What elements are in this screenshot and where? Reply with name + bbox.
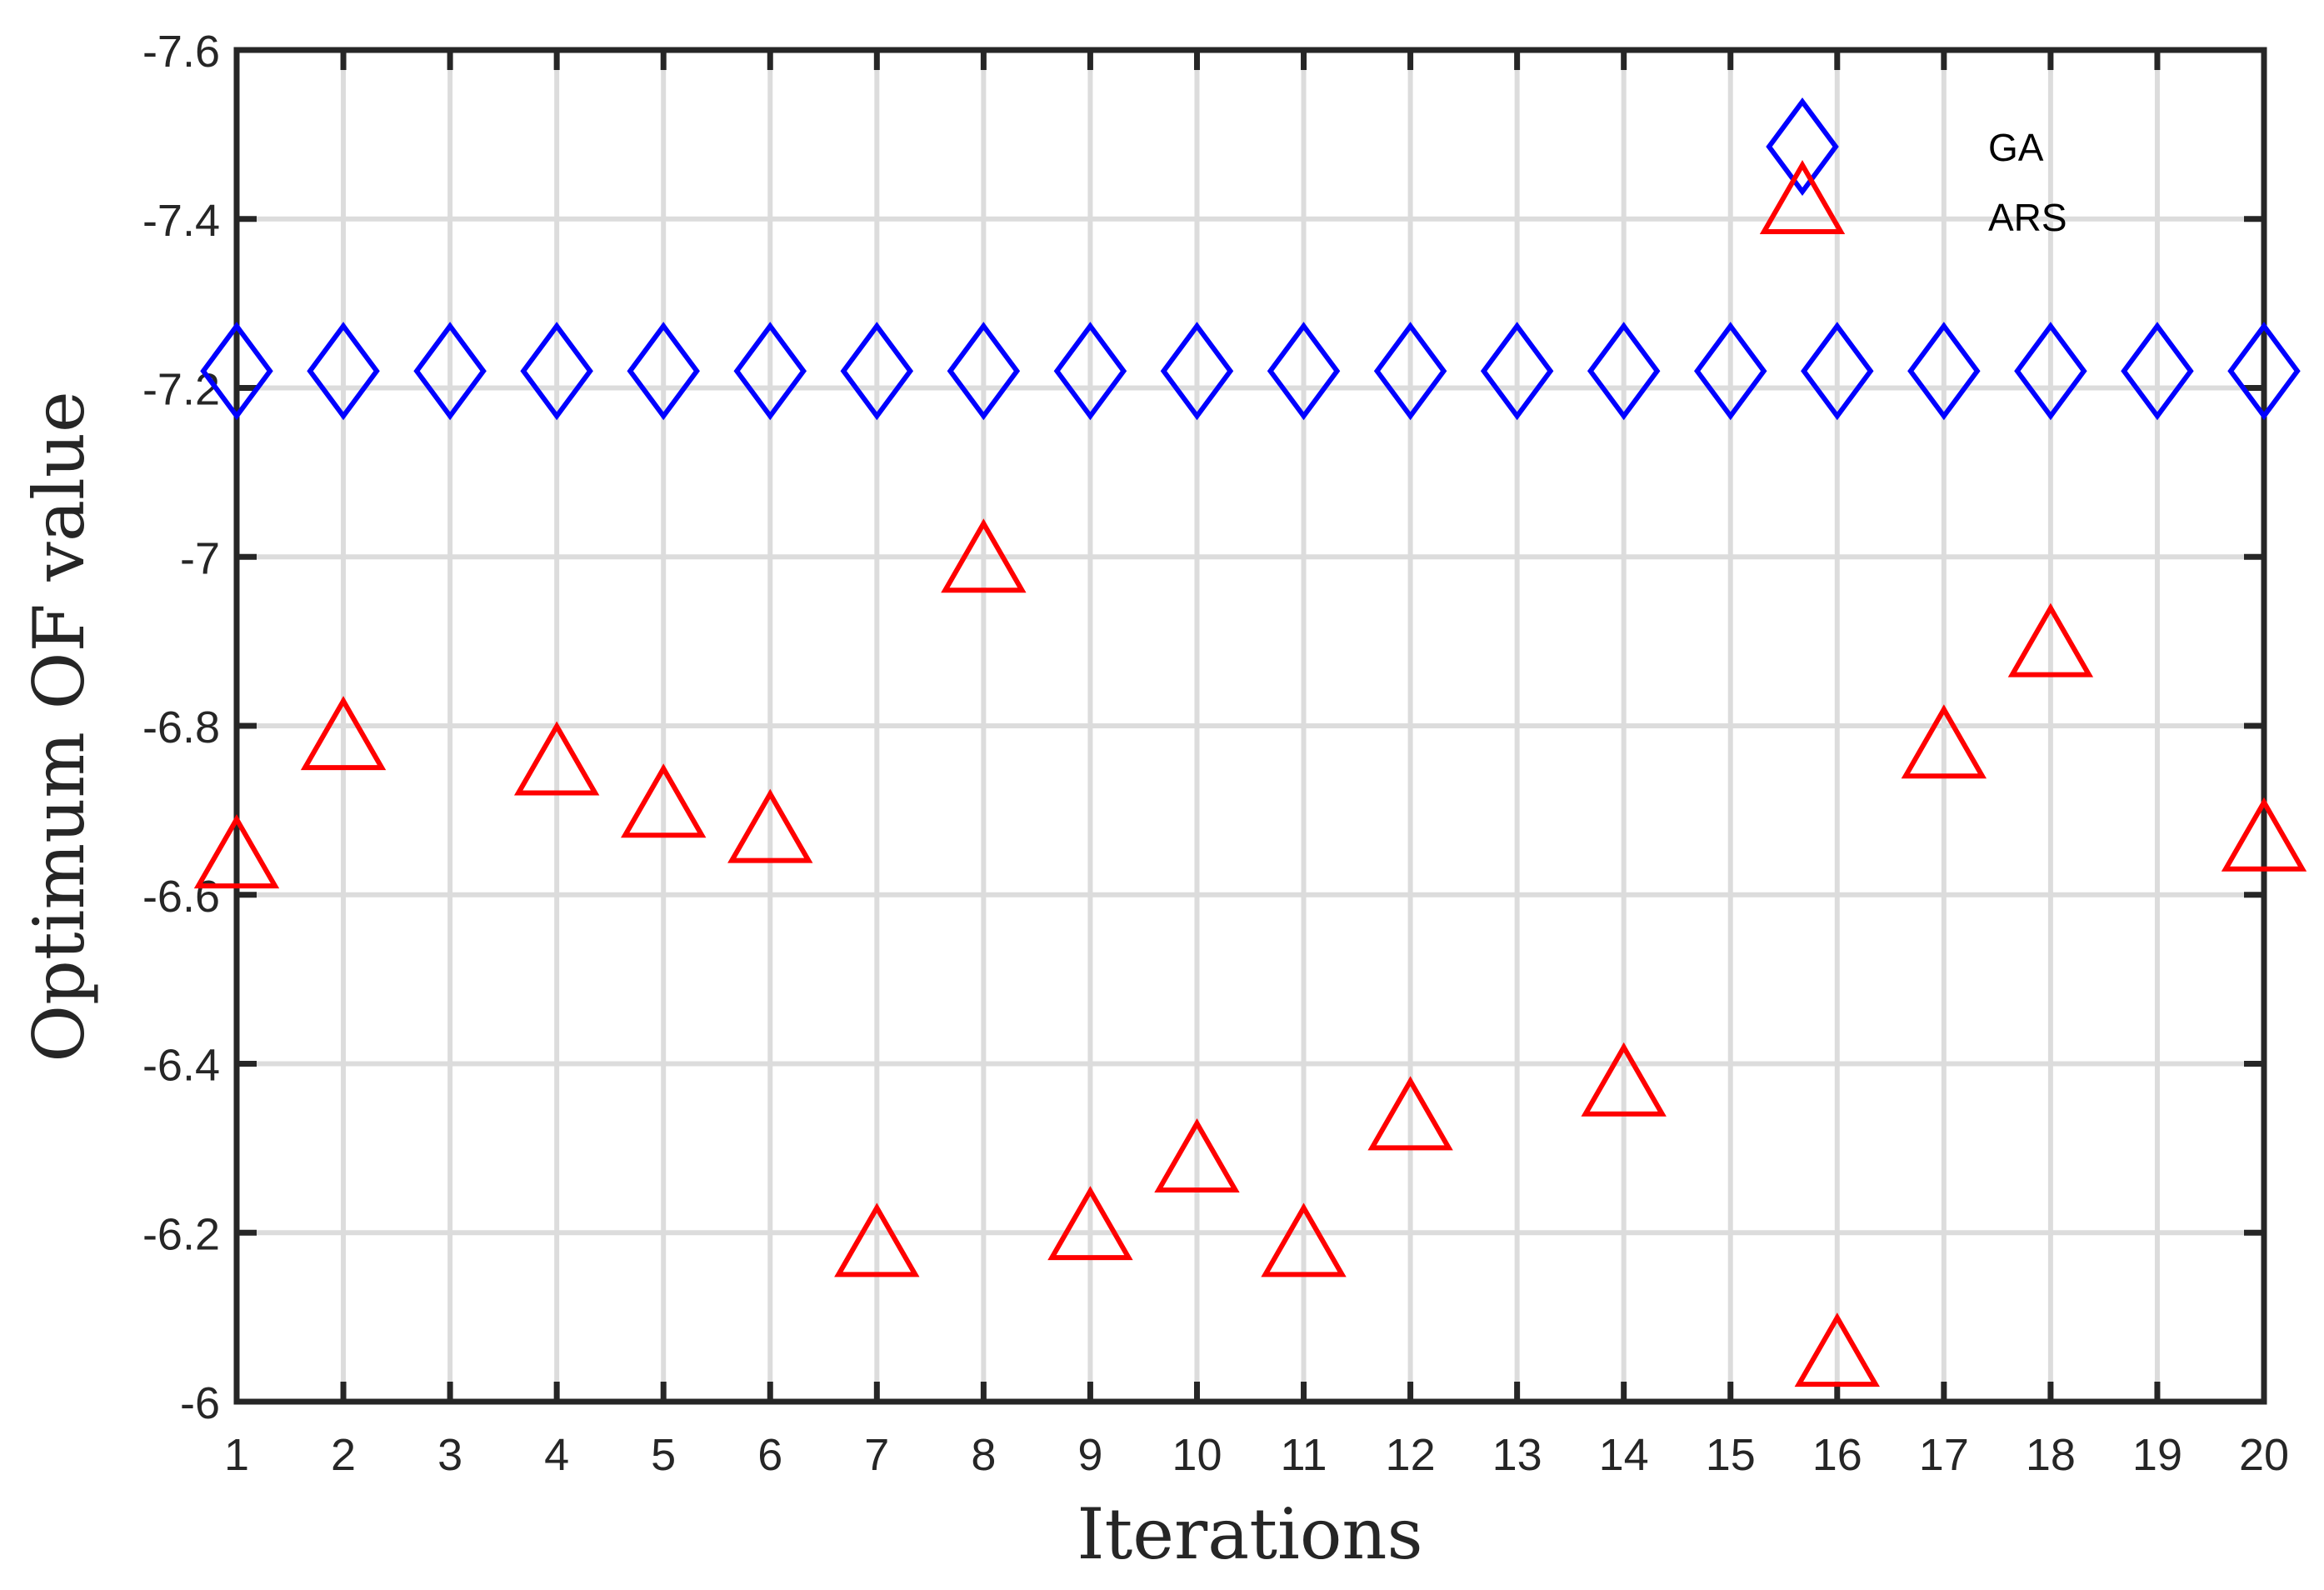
diamond-marker-icon (520, 322, 593, 421)
x-tick-label: 13 (1492, 1430, 1542, 1480)
diamond-marker-icon (1160, 322, 1234, 421)
legend-label-ga: GA (1988, 126, 2044, 169)
y-tick-label: -6.4 (142, 1041, 220, 1091)
triangle-marker-icon (2221, 797, 2307, 872)
diamond-marker-icon (413, 322, 487, 421)
triangle-marker-icon (513, 721, 600, 796)
diamond-marker-icon (200, 322, 273, 421)
triangle-marker-icon (834, 1202, 920, 1278)
x-tick-label: 16 (1812, 1430, 1862, 1480)
x-tick-label: 5 (651, 1430, 676, 1480)
x-tick-label: 11 (1280, 1430, 1327, 1480)
y-tick-label: -6.6 (142, 872, 220, 922)
grid-lines (237, 50, 2264, 1402)
data-series (193, 322, 2307, 1388)
triangle-marker-icon (1154, 1118, 1240, 1193)
diamond-marker-icon (1587, 322, 1661, 421)
x-tick-label: 9 (1077, 1430, 1102, 1480)
triangle-marker-icon (1794, 1312, 1880, 1388)
x-tick-label: 6 (757, 1430, 782, 1480)
diamond-marker-icon (1373, 322, 1447, 421)
x-tick-label: 15 (1706, 1430, 1756, 1480)
y-axis-tick-labels: -7.6 -7.4 -7.2 -7 -6.8 -6.6 -6.4 -6.2 -6 (142, 27, 220, 1428)
x-tick-label: 3 (437, 1430, 462, 1480)
x-tick-label: 4 (544, 1430, 569, 1480)
legend-item-ga: GA (1766, 97, 2044, 197)
triangle-marker-icon (1367, 1076, 1453, 1151)
diamond-marker-icon (2014, 322, 2087, 421)
diamond-marker-icon (733, 322, 807, 421)
y-tick-label: -7.2 (142, 365, 220, 415)
triangle-marker-icon (1261, 1202, 1347, 1278)
triangle-marker-icon (1759, 159, 1846, 234)
x-tick-label: 1 (224, 1430, 249, 1480)
x-tick-label: 12 (1386, 1430, 1436, 1480)
legend-item-ars: ARS (1759, 159, 2067, 239)
diamond-marker-icon (2227, 322, 2301, 421)
diamond-marker-icon (947, 322, 1021, 421)
triangle-marker-icon (2007, 602, 2094, 678)
triangle-marker-icon (1581, 1042, 1667, 1117)
plot-area-frame (233, 47, 2267, 1405)
x-tick-label: 10 (1172, 1430, 1222, 1480)
x-tick-label: 20 (2239, 1430, 2289, 1480)
x-tick-label: 7 (864, 1430, 889, 1480)
triangle-marker-icon (1047, 1186, 1133, 1261)
diamond-marker-icon (1480, 322, 1554, 421)
x-tick-label: 17 (1919, 1430, 1969, 1480)
triangle-marker-icon (621, 763, 707, 838)
series-ars (193, 518, 2307, 1388)
x-tick-label: 14 (1599, 1430, 1649, 1480)
diamond-marker-icon (1907, 322, 1981, 421)
y-tick-label: -7.4 (142, 196, 220, 246)
x-tick-label: 18 (2026, 1430, 2076, 1480)
y-tick-label: -6.2 (142, 1209, 220, 1259)
diamond-marker-icon (1053, 322, 1127, 421)
x-tick-label: 8 (971, 1430, 996, 1480)
diamond-marker-icon (840, 322, 914, 421)
x-axis-tick-labels: 1 2 3 4 5 6 7 8 9 10 11 12 13 14 15 16 17 18 19 20 (224, 1430, 2289, 1480)
axis-ticks (237, 50, 2264, 1402)
diamond-marker-icon (1267, 322, 1341, 421)
y-tick-label: -6 (180, 1378, 220, 1428)
series-ga (200, 322, 2301, 421)
y-axis-title: Optimum OF value (18, 391, 100, 1062)
diamond-marker-icon (1766, 97, 1839, 197)
diamond-marker-icon (2121, 322, 2194, 421)
diamond-marker-icon (307, 322, 380, 421)
triangle-marker-icon (300, 696, 387, 771)
x-tick-label: 19 (2132, 1430, 2182, 1480)
x-tick-label: 2 (331, 1430, 356, 1480)
diamond-marker-icon (627, 322, 700, 421)
legend-label-ars: ARS (1988, 196, 2067, 239)
y-tick-label: -6.8 (142, 702, 220, 752)
diamond-marker-icon (1801, 322, 1874, 421)
legend: GA ARS (1759, 97, 2067, 239)
y-tick-label: -7 (180, 533, 220, 583)
triangle-marker-icon (727, 788, 813, 863)
x-axis-title: Iterations (1077, 1493, 1422, 1575)
triangle-marker-icon (1901, 704, 1987, 779)
y-tick-label: -7.6 (142, 27, 220, 77)
diamond-marker-icon (1694, 322, 1767, 421)
triangle-marker-icon (941, 518, 1027, 593)
triangle-marker-icon (193, 814, 280, 889)
